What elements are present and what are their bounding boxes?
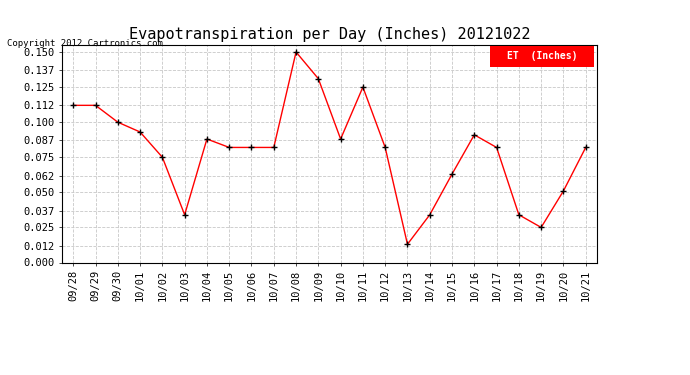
Title: Evapotranspiration per Day (Inches) 20121022: Evapotranspiration per Day (Inches) 2012… <box>129 27 530 42</box>
Text: Copyright 2012 Cartronics.com: Copyright 2012 Cartronics.com <box>7 39 163 48</box>
